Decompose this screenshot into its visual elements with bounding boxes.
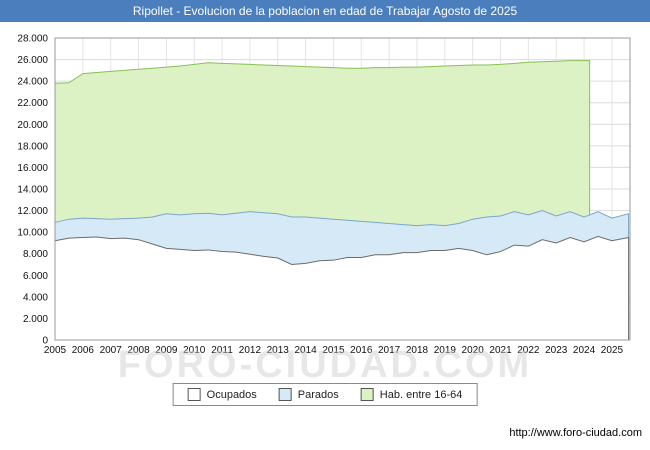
footer-link[interactable]: http://www.foro-ciudad.com <box>509 427 642 439</box>
y-tick-label: 8.000 <box>23 249 48 260</box>
x-tick-label: 2010 <box>183 345 206 356</box>
x-tick-label: 2005 <box>44 345 67 356</box>
x-tick-label: 2016 <box>350 345 373 356</box>
x-tick-label: 2021 <box>489 345 512 356</box>
y-tick-label: 28.000 <box>17 34 48 45</box>
y-tick-label: 2.000 <box>23 314 48 325</box>
y-tick-label: 24.000 <box>17 77 48 88</box>
chart-title: Ripollet - Evolucion de la poblacion en … <box>132 4 518 18</box>
legend-label-hab: Hab. entre 16-64 <box>379 388 463 401</box>
legend-item-parados: Parados <box>278 388 339 401</box>
x-tick-label: 2011 <box>211 345 233 356</box>
x-tick-label: 2014 <box>294 345 317 356</box>
legend-label-parados: Parados <box>297 388 339 401</box>
x-tick-label: 2020 <box>462 345 485 356</box>
x-tick-label: 2024 <box>573 345 596 356</box>
legend-swatch-ocupados <box>187 388 201 401</box>
x-tick-label: 2017 <box>378 345 401 356</box>
y-tick-label: 14.000 <box>17 185 48 196</box>
x-tick-label: 2025 <box>601 345 624 356</box>
legend-item-ocupados: Ocupados <box>187 388 257 401</box>
y-tick-label: 0 <box>42 336 48 347</box>
y-tick-label: 18.000 <box>17 141 48 152</box>
y-tick-label: 26.000 <box>17 55 48 66</box>
x-tick-label: 2012 <box>239 345 262 356</box>
ocupados-line <box>54 235 630 340</box>
legend-item-hab: Hab. entre 16-64 <box>360 388 463 401</box>
x-tick-label: 2007 <box>100 345 123 356</box>
x-tick-label: 2013 <box>267 345 290 356</box>
y-tick-label: 16.000 <box>17 163 48 174</box>
y-tick-label: 12.000 <box>17 206 48 217</box>
y-tick-label: 4.000 <box>23 292 48 303</box>
ocupados-area <box>55 236 629 340</box>
y-tick-label: 10.000 <box>17 228 48 239</box>
parados-line <box>54 210 630 340</box>
x-tick-label: 2019 <box>434 345 457 356</box>
plot-border <box>54 37 631 341</box>
x-tick-label: 2022 <box>517 345 540 356</box>
chart-svg: 0 2.000 4.000 6.000 8.000 10.000 12.000 14.000 1… <box>17 34 631 356</box>
chart-area: 0 2.000 4.000 6.000 8.000 10.000 12.000 14.000 1… <box>0 22 650 382</box>
x-tick-label: 2008 <box>127 345 150 356</box>
y-tick-label: 22.000 <box>17 98 48 109</box>
x-tick-label: 2015 <box>322 345 345 356</box>
x-tick-label: 2006 <box>72 345 95 356</box>
x-tick-label: 2009 <box>155 345 178 356</box>
x-tick-label: 2018 <box>406 345 429 356</box>
hab-16-64-line <box>54 60 591 340</box>
legend-swatch-parados <box>278 388 292 401</box>
legend-label-ocupados: Ocupados <box>206 388 257 401</box>
x-tick-label: 2023 <box>545 345 568 356</box>
y-tick-label: 6.000 <box>23 271 48 282</box>
chart-title-bar: Ripollet - Evolucion de la poblacion en … <box>0 0 650 22</box>
y-tick-label: 20.000 <box>17 120 48 131</box>
legend: Ocupados Parados Hab. entre 16-64 <box>172 383 478 406</box>
legend-swatch-hab <box>360 388 374 401</box>
